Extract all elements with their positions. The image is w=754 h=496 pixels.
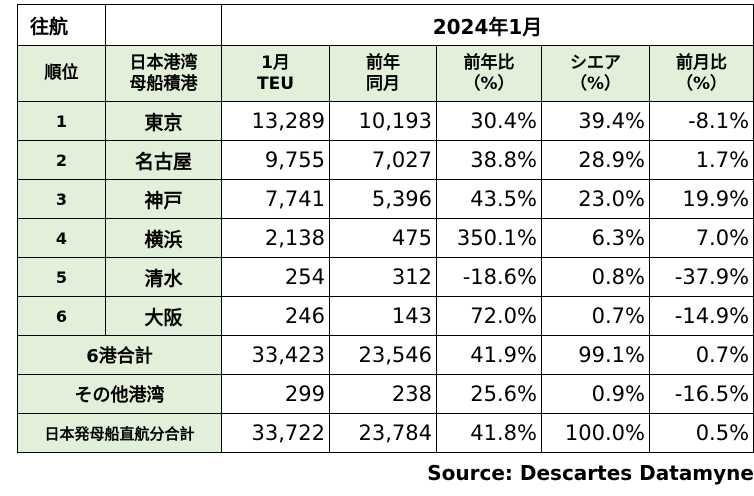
prev-cell: 7,027 [329,140,437,180]
port-cell: 東京 [105,101,222,141]
yoy-cell: 30.4% [436,101,542,141]
yoy-cell: 43.5% [436,179,542,219]
prev-cell: 312 [329,257,437,297]
yoy-cell: 38.8% [436,140,542,180]
total-row: 6港合計 33,423 23,546 41.9% 99.1% 0.7% [17,335,754,375]
table-row: 4 横浜 2,138 475 350.1% 6.3% 7.0% [17,218,754,258]
source-note: Source: Descartes Datamyne [427,461,754,485]
total-yoy-cell: 41.8% [436,413,542,453]
port-table: 往航 2024年1月 順位 日本港湾 母船積港 1月 TEU 前年 同月 前年比 （%）… [17,4,754,453]
total-row: その他港湾 299 238 25.6% 0.9% -16.5% [17,374,754,414]
yoy-cell: -18.6% [436,257,542,297]
table-row: 3 神戸 7,741 5,396 43.5% 23.0% 19.9% [17,179,754,219]
header-mom: 前月比 （%） [648,45,754,102]
teu-cell: 2,138 [221,218,330,258]
prev-cell: 5,396 [329,179,437,219]
total-prev-cell: 238 [329,374,437,414]
port-cell: 清水 [105,257,222,297]
header-yoy: 前年比 （%） [436,45,542,102]
header-share: シエア （%） [541,45,650,102]
rank-cell: 6 [17,296,106,336]
total-mom-cell: 0.7% [648,335,754,375]
total-prev-cell: 23,546 [329,335,437,375]
total-mom-cell: -16.5% [648,374,754,414]
total-row: 日本発母船直航分合計 33,722 23,784 41.8% 100.0% 0.5% [17,413,754,453]
total-share-cell: 100.0% [541,413,650,453]
rank-cell: 4 [17,218,106,258]
total-label: その他港湾 [17,374,222,414]
share-cell: 23.0% [541,179,650,219]
table-row: 5 清水 254 312 -18.6% 0.8% -37.9% [17,257,754,297]
table-title: 往航 [17,4,106,46]
rank-cell: 3 [17,179,106,219]
port-cell: 神戸 [105,179,222,219]
mom-cell: -14.9% [648,296,754,336]
total-prev-cell: 23,784 [329,413,437,453]
share-cell: 0.8% [541,257,650,297]
total-teu-cell: 33,423 [221,335,330,375]
total-yoy-cell: 41.9% [436,335,542,375]
teu-cell: 9,755 [221,140,330,180]
prev-cell: 475 [329,218,437,258]
teu-cell: 246 [221,296,330,336]
teu-cell: 13,289 [221,101,330,141]
teu-cell: 254 [221,257,330,297]
mom-cell: 1.7% [648,140,754,180]
mom-cell: 7.0% [648,218,754,258]
share-cell: 6.3% [541,218,650,258]
table-row: 1 東京 13,289 10,193 30.4% 39.4% -8.1% [17,101,754,141]
total-share-cell: 99.1% [541,335,650,375]
share-cell: 0.7% [541,296,650,336]
share-cell: 28.9% [541,140,650,180]
total-teu-cell: 299 [221,374,330,414]
header-rank: 順位 [17,45,106,102]
total-label: 日本発母船直航分合計 [17,413,222,453]
total-teu-cell: 33,722 [221,413,330,453]
header-teu: 1月 TEU [221,45,330,102]
mom-cell: 19.9% [648,179,754,219]
yoy-cell: 72.0% [436,296,542,336]
prev-cell: 10,193 [329,101,437,141]
period-label: 2024年1月 [220,4,754,46]
rank-cell: 1 [17,101,106,141]
rank-cell: 5 [17,257,106,297]
teu-cell: 7,741 [221,179,330,219]
table-row: 2 名古屋 9,755 7,027 38.8% 28.9% 1.7% [17,140,754,180]
rank-cell: 2 [17,140,106,180]
total-mom-cell: 0.5% [648,413,754,453]
port-cell: 横浜 [105,218,222,258]
total-yoy-cell: 25.6% [436,374,542,414]
total-share-cell: 0.9% [541,374,650,414]
yoy-cell: 350.1% [436,218,542,258]
mom-cell: -8.1% [648,101,754,141]
table-row: 6 大阪 246 143 72.0% 0.7% -14.9% [17,296,754,336]
port-cell: 名古屋 [105,140,222,180]
header-port: 日本港湾 母船積港 [105,45,222,102]
total-label: 6港合計 [17,335,222,375]
share-cell: 39.4% [541,101,650,141]
port-cell: 大阪 [105,296,222,336]
prev-cell: 143 [329,296,437,336]
title-spacer [105,4,222,46]
mom-cell: -37.9% [648,257,754,297]
header-prev: 前年 同月 [329,45,437,102]
